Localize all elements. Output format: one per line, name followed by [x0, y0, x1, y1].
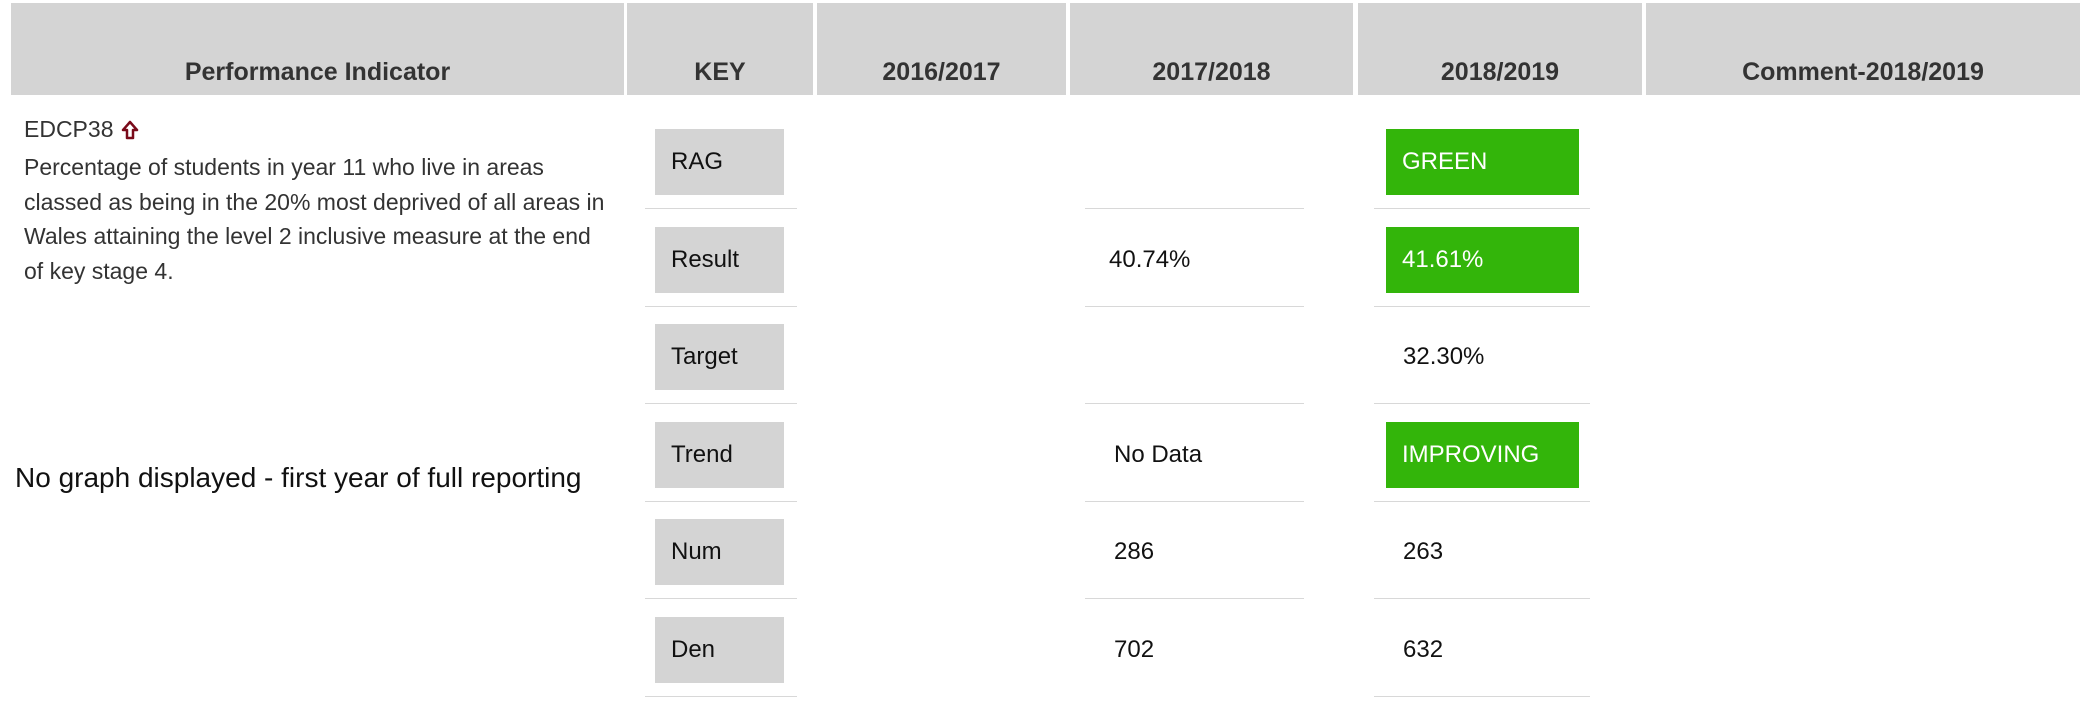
row-separator	[1374, 305, 1590, 307]
indicator-code-row: EDCP38	[24, 116, 139, 143]
cell-2018-2019: 263	[1403, 538, 1444, 565]
row-separator	[1085, 208, 1304, 209]
row-separator	[645, 695, 797, 697]
row-separator	[645, 208, 797, 209]
row-separator	[1374, 598, 1590, 599]
row-separator	[645, 598, 797, 599]
key-label: Target	[655, 324, 784, 390]
column-header: KEY	[627, 3, 813, 95]
cell-2018-2019: 632	[1403, 635, 1444, 663]
key-label: Den	[655, 616, 784, 683]
row-separator	[1374, 695, 1590, 697]
row-separator	[1085, 305, 1304, 307]
row-separator	[645, 305, 797, 307]
row-separator	[1374, 208, 1590, 209]
column-header: 2017/2018	[1070, 3, 1353, 95]
column-header: 2018/2019	[1358, 3, 1642, 95]
indicator-code: EDCP38	[24, 116, 114, 142]
key-label: RAG	[655, 129, 784, 195]
status-badge: 41.61%	[1386, 226, 1579, 293]
key-label: Num	[655, 519, 784, 585]
row-separator	[1085, 403, 1304, 404]
column-header: Performance Indicator	[11, 3, 624, 95]
indicator-description: Percentage of students in year 11 who li…	[24, 154, 605, 284]
key-label: Result	[655, 226, 784, 293]
column-header: Comment-2018/2019	[1646, 3, 2080, 95]
row-separator	[1374, 500, 1590, 502]
cell-2017-2018: No Data	[1114, 440, 1203, 468]
row-separator	[1085, 598, 1304, 599]
cell-2017-2018: 702	[1114, 635, 1155, 663]
row-separator	[1085, 500, 1304, 502]
status-badge: GREEN	[1386, 129, 1579, 195]
row-separator	[1374, 403, 1590, 404]
row-separator	[645, 500, 797, 502]
row-separator	[645, 403, 797, 404]
key-label: Trend	[655, 421, 784, 488]
cell-2017-2018: 40.74%	[1109, 245, 1191, 273]
column-header: 2016/2017	[817, 3, 1066, 95]
cell-2017-2018: 286	[1114, 538, 1155, 565]
trend-arrow-icon	[122, 120, 139, 139]
status-badge: IMPROVING	[1386, 421, 1579, 488]
graph-note: No graph displayed - first year of full …	[15, 462, 582, 493]
cell-2018-2019: 32.30%	[1403, 343, 1485, 370]
